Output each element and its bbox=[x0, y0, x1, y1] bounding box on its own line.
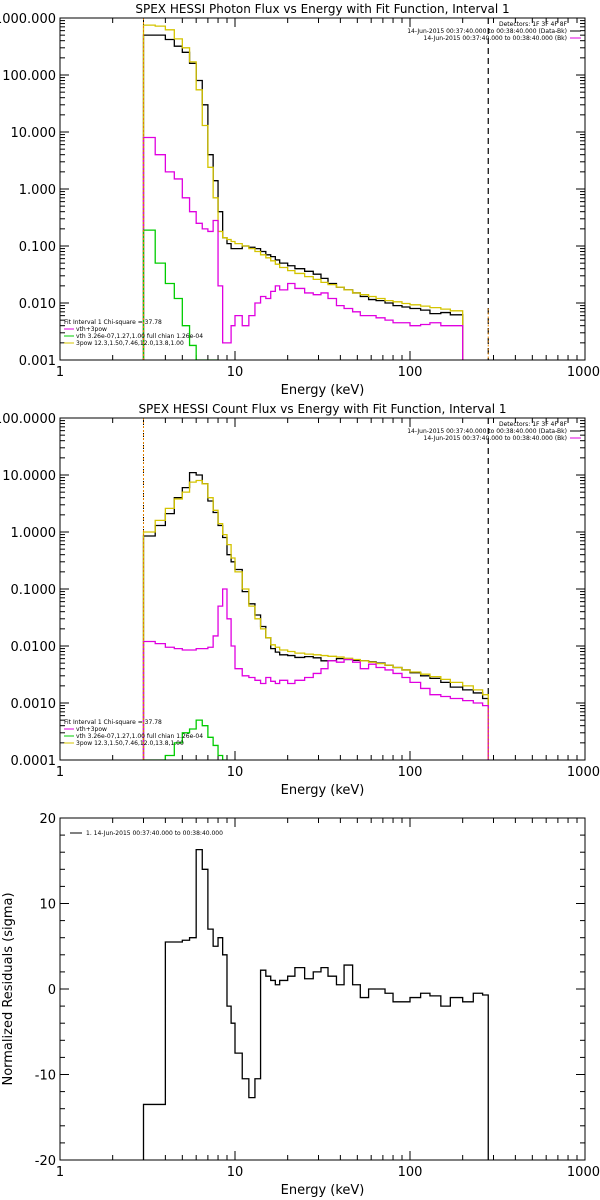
y-tick-label: 0.001 bbox=[19, 354, 56, 369]
y-tick-label: 1.000 bbox=[19, 183, 56, 198]
y-tick-label: 0.0100 bbox=[11, 640, 57, 655]
y-tick-label: -10 bbox=[35, 1069, 56, 1084]
y-tick-label: 10.0000 bbox=[2, 469, 56, 484]
x-tick-label: 1 bbox=[56, 365, 64, 380]
y-tick-label: 1.0000 bbox=[11, 526, 57, 541]
x-tick-label: 10 bbox=[227, 365, 244, 380]
fit-legend-text: vth 3.26e-07,1.27,1.00 full chian 1.26e-… bbox=[76, 733, 203, 740]
x-tick-label: 10 bbox=[227, 1165, 244, 1180]
count-flux-panel: SPEX HESSI Count Flux vs Energy with Fit… bbox=[0, 402, 600, 798]
y-tick-label: 10 bbox=[39, 898, 56, 913]
photon-flux-panel: SPEX HESSI Photon Flux vs Energy with Fi… bbox=[0, 2, 600, 398]
x-axis-label: Energy (keV) bbox=[281, 383, 365, 398]
series-line-0 bbox=[142, 471, 489, 760]
legend-text: 1. 14-Jun-2015 00:37:40.000 to 00:38:40.… bbox=[86, 830, 223, 837]
x-tick-label: 1000 bbox=[567, 1165, 600, 1180]
x-axis-label: Energy (keV) bbox=[281, 783, 365, 798]
x-tick-label: 1000 bbox=[567, 765, 600, 780]
fit-legend-title: Fit Interval 1 Chi-square = 37.78 bbox=[64, 319, 162, 326]
x-tick-label: 100 bbox=[398, 1165, 423, 1180]
x-tick-label: 100 bbox=[398, 365, 423, 380]
x-tick-label: 1 bbox=[56, 765, 64, 780]
y-tick-label: 0 bbox=[48, 983, 56, 998]
series-line-3 bbox=[142, 229, 219, 360]
y-axis-label: Normalized Residuals (sigma) bbox=[1, 892, 16, 1085]
chart-title: SPEX HESSI Count Flux vs Energy with Fit… bbox=[138, 402, 506, 416]
y-tick-label: 0.010 bbox=[19, 297, 56, 312]
y-tick-label: 100.000 bbox=[2, 69, 56, 84]
plot-frame bbox=[59, 417, 586, 761]
fit-legend-text: 3pow 12.3,1.50,7.46,12.0,13.8,1.00 bbox=[76, 340, 184, 347]
fit-legend-text: vth+3pow bbox=[76, 726, 107, 733]
y-tick-label: 20 bbox=[39, 812, 56, 827]
y-tick-label: 10.000 bbox=[11, 126, 57, 141]
header-text: 14-Jun-2015 00:37:40.000 to 00:38:40.000… bbox=[424, 435, 567, 442]
x-axis-label: Energy (keV) bbox=[281, 1183, 365, 1198]
fit-legend-text: vth+3pow bbox=[76, 326, 107, 333]
header-text: 14-Jun-2015 00:37:40.000 to 00:38:40.000… bbox=[407, 428, 567, 435]
header-text: 14-Jun-2015 00:37:40.000 to 00:38:40.000… bbox=[424, 35, 567, 42]
y-tick-label: -20 bbox=[35, 1154, 56, 1169]
x-tick-label: 1000 bbox=[567, 365, 600, 380]
series-line-0 bbox=[142, 34, 464, 360]
x-tick-label: 10 bbox=[227, 765, 244, 780]
fit-legend-title: Fit Interval 1 Chi-square = 37.78 bbox=[64, 719, 162, 726]
chart-title: SPEX HESSI Photon Flux vs Energy with Fi… bbox=[135, 2, 509, 16]
x-tick-label: 100 bbox=[398, 765, 423, 780]
series-line-0 bbox=[142, 848, 489, 1160]
header-text: 14-Jun-2015 00:37:40.000 to 00:38:40.000… bbox=[407, 28, 567, 35]
plot-frame bbox=[59, 17, 586, 361]
plot-frame bbox=[59, 817, 586, 1161]
y-tick-label: 1000.000 bbox=[0, 12, 56, 27]
y-tick-label: 100.0000 bbox=[0, 412, 56, 427]
series-line-1 bbox=[142, 479, 489, 760]
y-tick-label: 0.100 bbox=[19, 240, 56, 255]
header-text: Detectors: 1F 3F 4F 8F bbox=[499, 421, 568, 428]
residuals-panel: 1 10 100 1000 -20 -10 0 10 20 Energy (keV) Normali… bbox=[1, 812, 600, 1198]
fit-legend-text: 3pow 12.3,1.50,7.46,12.0,13.8,1.00 bbox=[76, 740, 184, 747]
fit-legend-text: vth 3.26e-07,1.27,1.00 full chian 1.26e-… bbox=[76, 333, 203, 340]
series-line-2 bbox=[142, 588, 489, 760]
series-line-2 bbox=[142, 136, 464, 360]
y-tick-label: 0.1000 bbox=[11, 583, 57, 598]
x-tick-label: 1 bbox=[56, 1165, 64, 1180]
header-text: Detectors: 1F 3F 4F 8F bbox=[499, 21, 568, 28]
y-tick-label: 0.0001 bbox=[11, 754, 57, 769]
series-line-1 bbox=[142, 24, 464, 360]
y-tick-label: 0.0010 bbox=[11, 697, 57, 712]
series-line-3 bbox=[143, 719, 227, 760]
